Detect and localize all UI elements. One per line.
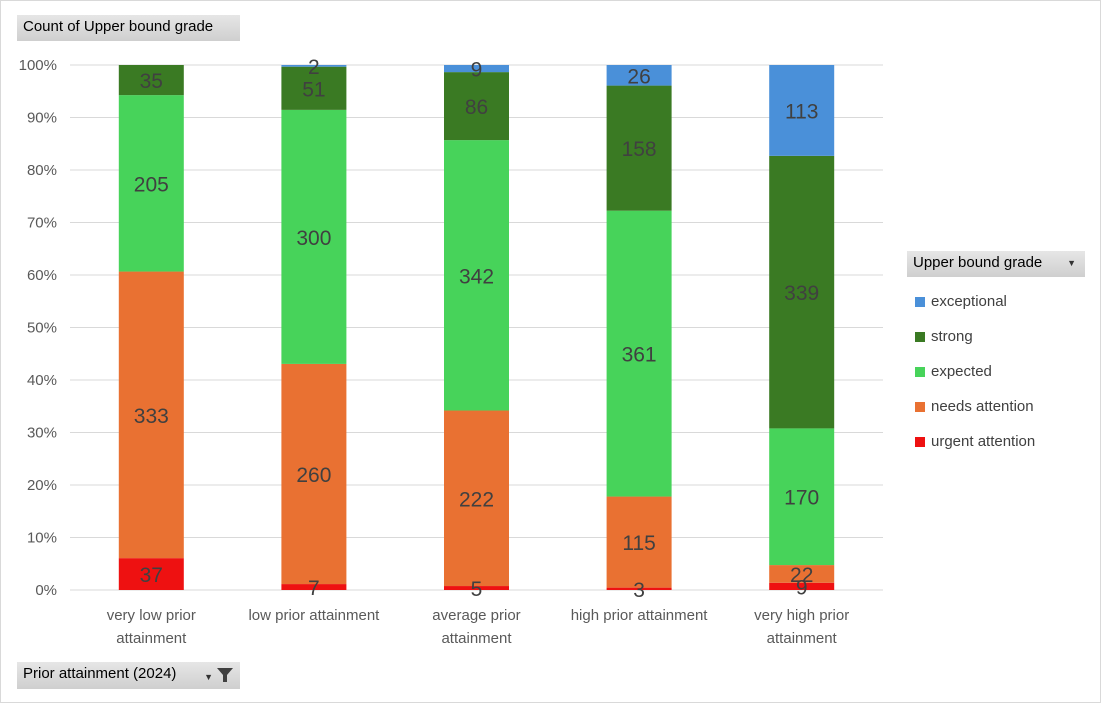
bar-segment-expected: [281, 109, 347, 364]
legend-field-button[interactable]: Upper bound grade ▼: [907, 251, 1085, 277]
bar-segment-strong: [444, 72, 509, 141]
bar-segment-expected: [606, 210, 672, 497]
x-category-label: average prior: [432, 607, 520, 624]
data-label: 170: [784, 487, 819, 510]
y-tick-label: 70%: [27, 215, 57, 232]
bar-segment-exceptional: [444, 65, 509, 73]
legend-swatch: [915, 401, 925, 412]
data-label: 333: [134, 405, 169, 428]
legend-item[interactable]: exceptional: [915, 284, 1085, 319]
bar-segment-strong: [281, 66, 347, 110]
x-category-label: low prior attainment: [248, 607, 380, 624]
data-label: 222: [459, 488, 494, 511]
bar-segment-needs-attention: [769, 565, 835, 583]
data-label: 339: [784, 282, 819, 305]
x-category-label: attainment: [116, 630, 187, 647]
bar-segment-strong: [606, 85, 672, 211]
bar-segment-urgent-attention: [281, 584, 347, 590]
data-label: 26: [627, 65, 650, 88]
data-labels: 37 333 205 35 7 260 300 512 5 222 342 86 9 3 115 361 158…: [134, 56, 819, 602]
bar-segment-exceptional: [606, 65, 672, 86]
bar-segment-exceptional: [281, 65, 347, 67]
axes: 0% 10% 20% 30% 40% 50% 60% 70% 80% 90% 100% very lo…: [19, 57, 850, 647]
legend-swatch: [915, 331, 925, 342]
data-label: 205: [134, 173, 169, 196]
bar-segment-expected: [769, 428, 835, 566]
value-field-label: Count of Upper bound grade: [23, 18, 214, 35]
data-label: 86: [465, 96, 488, 119]
dropdown-caret-icon[interactable]: ▼: [1067, 258, 1076, 268]
value-field-button[interactable]: Count of Upper bound grade: [17, 15, 240, 41]
data-label: 51: [302, 78, 325, 101]
legend-label: urgent attention: [931, 433, 1036, 450]
y-tick-label: 80%: [27, 162, 57, 179]
bar-segment-urgent-attention: [444, 586, 509, 590]
data-label: 9: [796, 576, 808, 599]
data-label: 2: [308, 56, 320, 79]
bars: [118, 65, 835, 590]
legend-label: exceptional: [931, 293, 1007, 310]
legend-swatch: [915, 366, 925, 377]
legend-label: expected: [931, 363, 992, 380]
data-label: 300: [296, 227, 331, 250]
data-label: 9: [471, 59, 483, 82]
bar-segment-exceptional: [769, 65, 835, 156]
bar-segment-urgent-attention: [118, 558, 184, 590]
data-label: 5: [471, 578, 483, 601]
data-label: 361: [622, 344, 657, 367]
y-tick-label: 90%: [27, 110, 57, 127]
bar-segment-urgent-attention: [606, 587, 672, 590]
legend-item[interactable]: strong: [915, 319, 1085, 354]
data-label: 158: [622, 138, 657, 161]
data-label: 7: [308, 577, 320, 600]
legend-label: strong: [931, 328, 973, 345]
legend-item[interactable]: urgent attention: [915, 424, 1085, 459]
data-label: 113: [785, 100, 818, 123]
legend-item[interactable]: expected: [915, 354, 1085, 389]
legend-label: needs attention: [931, 398, 1034, 415]
bar-segment-expected: [444, 140, 509, 411]
data-label: 35: [140, 70, 163, 93]
bar-segment-strong: [769, 155, 835, 429]
dropdown-caret-icon[interactable]: ▼: [204, 672, 213, 682]
axis-field-label: Prior attainment (2024): [23, 665, 177, 682]
legend-swatch: [915, 436, 925, 447]
y-tick-label: 20%: [27, 477, 57, 494]
filter-icon[interactable]: [216, 666, 234, 684]
bar-segment-needs-attention: [118, 271, 184, 559]
x-category-label: high prior attainment: [571, 607, 709, 624]
x-category-label: very high prior: [754, 607, 849, 624]
y-tick-label: 40%: [27, 372, 57, 389]
legend-swatch: [915, 296, 925, 307]
x-category-label: very low prior: [107, 607, 196, 624]
bar-segment-needs-attention: [606, 496, 672, 588]
data-label: 260: [296, 464, 331, 487]
y-tick-label: 60%: [27, 267, 57, 284]
data-label: 115: [622, 532, 655, 555]
y-tick-label: 50%: [27, 320, 57, 337]
data-label: 3: [633, 579, 645, 602]
bar-segment-strong: [118, 65, 184, 96]
axis-field-button[interactable]: Prior attainment (2024) ▼: [17, 662, 240, 689]
y-tick-label: 0%: [35, 582, 57, 599]
y-tick-label: 100%: [19, 57, 57, 74]
legend: exceptional strong expected needs attention…: [915, 284, 1085, 459]
x-category-label: attainment: [767, 630, 838, 647]
x-category-label: attainment: [441, 630, 512, 647]
data-label: 342: [459, 265, 494, 288]
bar-segment-urgent-attention: [769, 582, 835, 590]
y-tick-label: 30%: [27, 425, 57, 442]
bar-segment-expected: [118, 95, 184, 272]
y-tick-label: 10%: [27, 530, 57, 547]
legend-field-label: Upper bound grade: [913, 254, 1043, 271]
bar-segment-needs-attention: [281, 363, 347, 585]
legend-item[interactable]: needs attention: [915, 389, 1085, 424]
data-label: 37: [140, 564, 163, 587]
data-label: 22: [790, 564, 813, 587]
bar-segment-needs-attention: [444, 410, 509, 587]
